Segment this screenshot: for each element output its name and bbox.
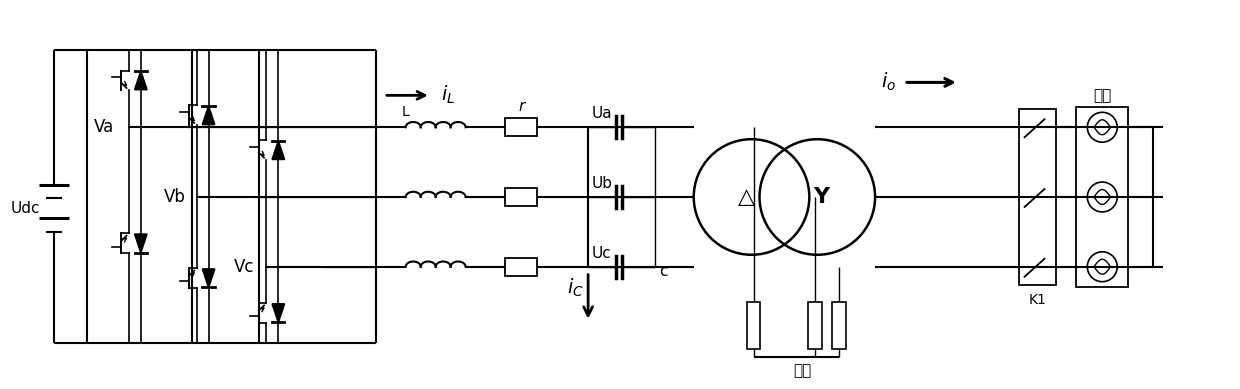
Bar	[506, 118, 537, 136]
Text: Vc: Vc	[233, 258, 254, 276]
Bar	[808, 301, 822, 349]
Text: Udc: Udc	[10, 201, 40, 216]
Text: c: c	[658, 264, 667, 279]
Text: L: L	[402, 105, 409, 119]
Bar	[506, 258, 537, 276]
Bar	[1018, 109, 1056, 285]
Text: $i_{C}$: $i_{C}$	[567, 277, 584, 299]
Text: Uc: Uc	[591, 246, 611, 261]
Text: Vb: Vb	[164, 188, 186, 206]
Polygon shape	[273, 141, 284, 159]
Bar	[832, 301, 846, 349]
Text: Va: Va	[94, 118, 114, 136]
Text: 负载: 负载	[794, 363, 812, 378]
Text: K1: K1	[1028, 293, 1047, 307]
Polygon shape	[273, 304, 284, 322]
Text: Y: Y	[813, 187, 830, 207]
Polygon shape	[135, 234, 148, 252]
Text: Ub: Ub	[591, 176, 613, 191]
Polygon shape	[135, 71, 148, 89]
Polygon shape	[202, 269, 215, 287]
Text: $i_{L}$: $i_{L}$	[440, 83, 455, 105]
Bar	[746, 301, 760, 349]
Text: △: △	[738, 187, 755, 207]
Text: Ua: Ua	[591, 106, 613, 121]
Text: 电网: 电网	[1094, 88, 1111, 103]
Bar	[1076, 107, 1128, 287]
Text: r: r	[518, 99, 525, 114]
Bar	[506, 188, 537, 206]
Polygon shape	[202, 106, 215, 124]
Text: $i_{o}$: $i_{o}$	[880, 70, 897, 93]
